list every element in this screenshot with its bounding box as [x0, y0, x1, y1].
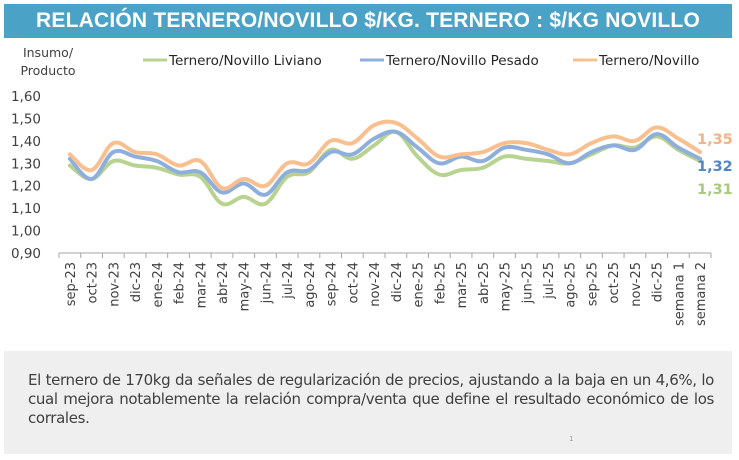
series-line-ternero-novillo-liviano: [67, 129, 703, 207]
x-tick-label: nov-23: [107, 262, 122, 307]
series-line-ternero-novillo: [67, 119, 703, 191]
x-tick-label: ene-24: [151, 262, 166, 307]
x-tick-label: nov-25: [629, 262, 644, 307]
y-axis-title: Insumo/ Producto: [20, 45, 75, 78]
series-line-ternero-novillo-pesado: [67, 129, 703, 197]
legend-item-ternero-novillo: Ternero/Novillo: [573, 53, 699, 69]
x-tick-label: may-25: [499, 262, 514, 311]
x-tick-label: ago-25: [564, 262, 579, 308]
x-tick-label: jul-25: [542, 262, 557, 300]
x-tick-label: sep-24: [325, 262, 340, 306]
x-tick-label: dic-23: [129, 262, 144, 302]
legend-label: Ternero/Novillo: [598, 53, 699, 69]
x-tick-label: abr-25: [477, 262, 492, 304]
end-value-label-ternero-novillo-liviano: 1,31: [697, 182, 733, 198]
x-tick-label: semana 2: [694, 262, 709, 326]
y-axis: 1,60 1,50 1,40 1,30 1,20 1,10 1,00 0,90: [11, 89, 41, 262]
line-chart: Insumo/ Producto Ternero/Novillo Liviano…: [11, 45, 733, 326]
x-tick-label: feb-24: [173, 262, 188, 304]
x-tick-label: feb-25: [433, 262, 448, 304]
x-tick-label: sep-23: [64, 262, 79, 306]
legend-item-ternero-novillo-pesado: Ternero/Novillo Pesado: [360, 53, 539, 69]
y-tick-label: 0,90: [11, 246, 41, 262]
y-tick-label: 1,20: [11, 179, 41, 195]
end-labels: 1,31 1,32 1,35: [697, 132, 733, 198]
y-tick-label: 1,60: [11, 89, 41, 105]
x-tick-label: dic-24: [390, 262, 405, 302]
legend: Ternero/Novillo Liviano Ternero/Novillo P…: [143, 53, 699, 69]
x-axis: sep-23 oct-23 nov-23 dic-23 ene-24 feb-24 mar-…: [58, 252, 712, 326]
x-tick-label: dic-25: [651, 262, 666, 302]
legend-label: Ternero/Novillo Liviano: [168, 53, 322, 69]
legend-item-ternero-novillo-liviano: Ternero/Novillo Liviano: [143, 53, 322, 69]
x-tick-label: oct-23: [86, 262, 101, 303]
y-tick-label: 1,00: [11, 224, 41, 240]
x-tick-label: may-24: [238, 262, 253, 311]
x-tick-label: jun-24: [259, 262, 274, 304]
series-lines: [67, 119, 703, 207]
commentary-box: El ternero de 170kg da señales de regula…: [4, 351, 732, 454]
x-tick-label: oct-25: [607, 262, 622, 303]
end-value-label-ternero-novillo-pesado: 1,32: [697, 159, 733, 175]
y-tick-label: 1,40: [11, 134, 41, 150]
x-tick-label: jun-25: [520, 262, 535, 304]
x-tick-label: semana 1: [672, 262, 687, 326]
x-tick-label: mar-24: [194, 262, 209, 308]
x-tick-label: mar-25: [455, 262, 470, 308]
x-tick-label: oct-24: [346, 262, 361, 303]
legend-label: Ternero/Novillo Pesado: [385, 53, 539, 69]
y-tick-label: 1,30: [11, 156, 41, 172]
end-value-label-ternero-novillo: 1,35: [697, 132, 733, 148]
y-axis-title-line-1: Insumo/: [23, 45, 74, 60]
x-tick-label: jul-24: [281, 262, 296, 300]
y-axis-title-line-2: Producto: [20, 63, 75, 78]
chart-title: RELACIÓN TERNERO/NOVILLO $/KG. TERNERO :…: [4, 4, 732, 38]
x-tick-label: nov-24: [368, 262, 383, 307]
commentary-text: El ternero de 170kg da señales de regula…: [28, 371, 714, 427]
y-tick-label: 1,10: [11, 201, 41, 217]
x-tick-label: ago-24: [303, 262, 318, 308]
x-tick-label: sep-25: [585, 262, 600, 306]
x-tick-label: abr-24: [216, 262, 231, 304]
page-number: 1: [569, 435, 574, 443]
x-tick-label: ene-25: [412, 262, 427, 307]
y-tick-label: 1,50: [11, 111, 41, 127]
chart-area: Insumo/ Producto Ternero/Novillo Liviano…: [0, 40, 739, 345]
